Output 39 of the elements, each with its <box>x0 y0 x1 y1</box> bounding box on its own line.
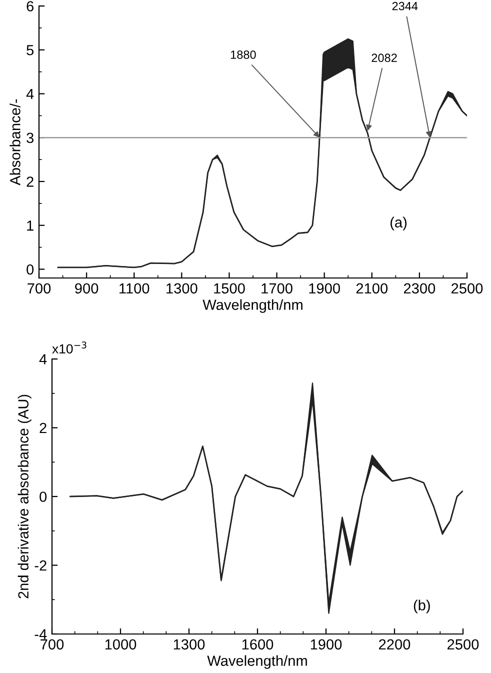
y-tick-label: 0 <box>26 264 34 275</box>
y-tick-label: -4 <box>34 629 47 640</box>
x-tick-label: 1100 <box>120 283 150 294</box>
x-tick-label: 2500 <box>452 283 483 294</box>
text: x10$^{−3}$ <box>52 342 86 354</box>
annotation: (a) <box>390 216 407 230</box>
x-tick-label: 1900 <box>309 283 340 294</box>
x-tick-label: 1700 <box>262 283 292 294</box>
x-tick-label: 2500 <box>448 639 479 650</box>
y-tick-label: -2 <box>34 560 46 571</box>
x-tick-label: 1000 <box>105 639 136 650</box>
x-tick-label: 1600 <box>242 639 274 650</box>
x-tick-label: 700 <box>28 283 51 294</box>
annotation: 2344 <box>392 2 418 10</box>
y-axis-title: 2nd derivative absorbance (AU) <box>18 394 32 598</box>
x-tick-label: 2200 <box>379 639 410 650</box>
x-tick-label: 900 <box>75 283 98 294</box>
x-tick-label: 1300 <box>174 639 205 650</box>
x-axis-title: Wavelength/nm <box>207 655 307 669</box>
y-tick-label: 2 <box>26 176 34 187</box>
y-axis-title: Absorbance/- <box>10 99 20 186</box>
x-tick-label: 1300 <box>166 283 198 294</box>
x-tick-label: 700 <box>40 639 64 650</box>
x-tick-label: 2100 <box>356 283 388 294</box>
y-tick-label: 0 <box>40 492 47 502</box>
y-tick-label: 2 <box>40 422 46 434</box>
annotation: (b) <box>414 600 430 614</box>
x-tick-label: 1500 <box>214 283 245 294</box>
y-tick-label: 3 <box>26 132 34 144</box>
y-tick-label: 4 <box>26 88 34 100</box>
x-tick-label: 1900 <box>310 639 342 650</box>
y-tick-label: 1 <box>27 220 34 231</box>
y-tick-label: 4 <box>39 354 47 364</box>
x-axis-title: Wavelength/nm <box>202 299 302 313</box>
annotation: 2082 <box>372 54 397 62</box>
x-tick-label: 2300 <box>404 283 436 294</box>
y-tick-label: 5 <box>26 45 34 56</box>
y-tick-label: 6 <box>26 1 34 12</box>
annotation: 1880 <box>230 50 256 59</box>
